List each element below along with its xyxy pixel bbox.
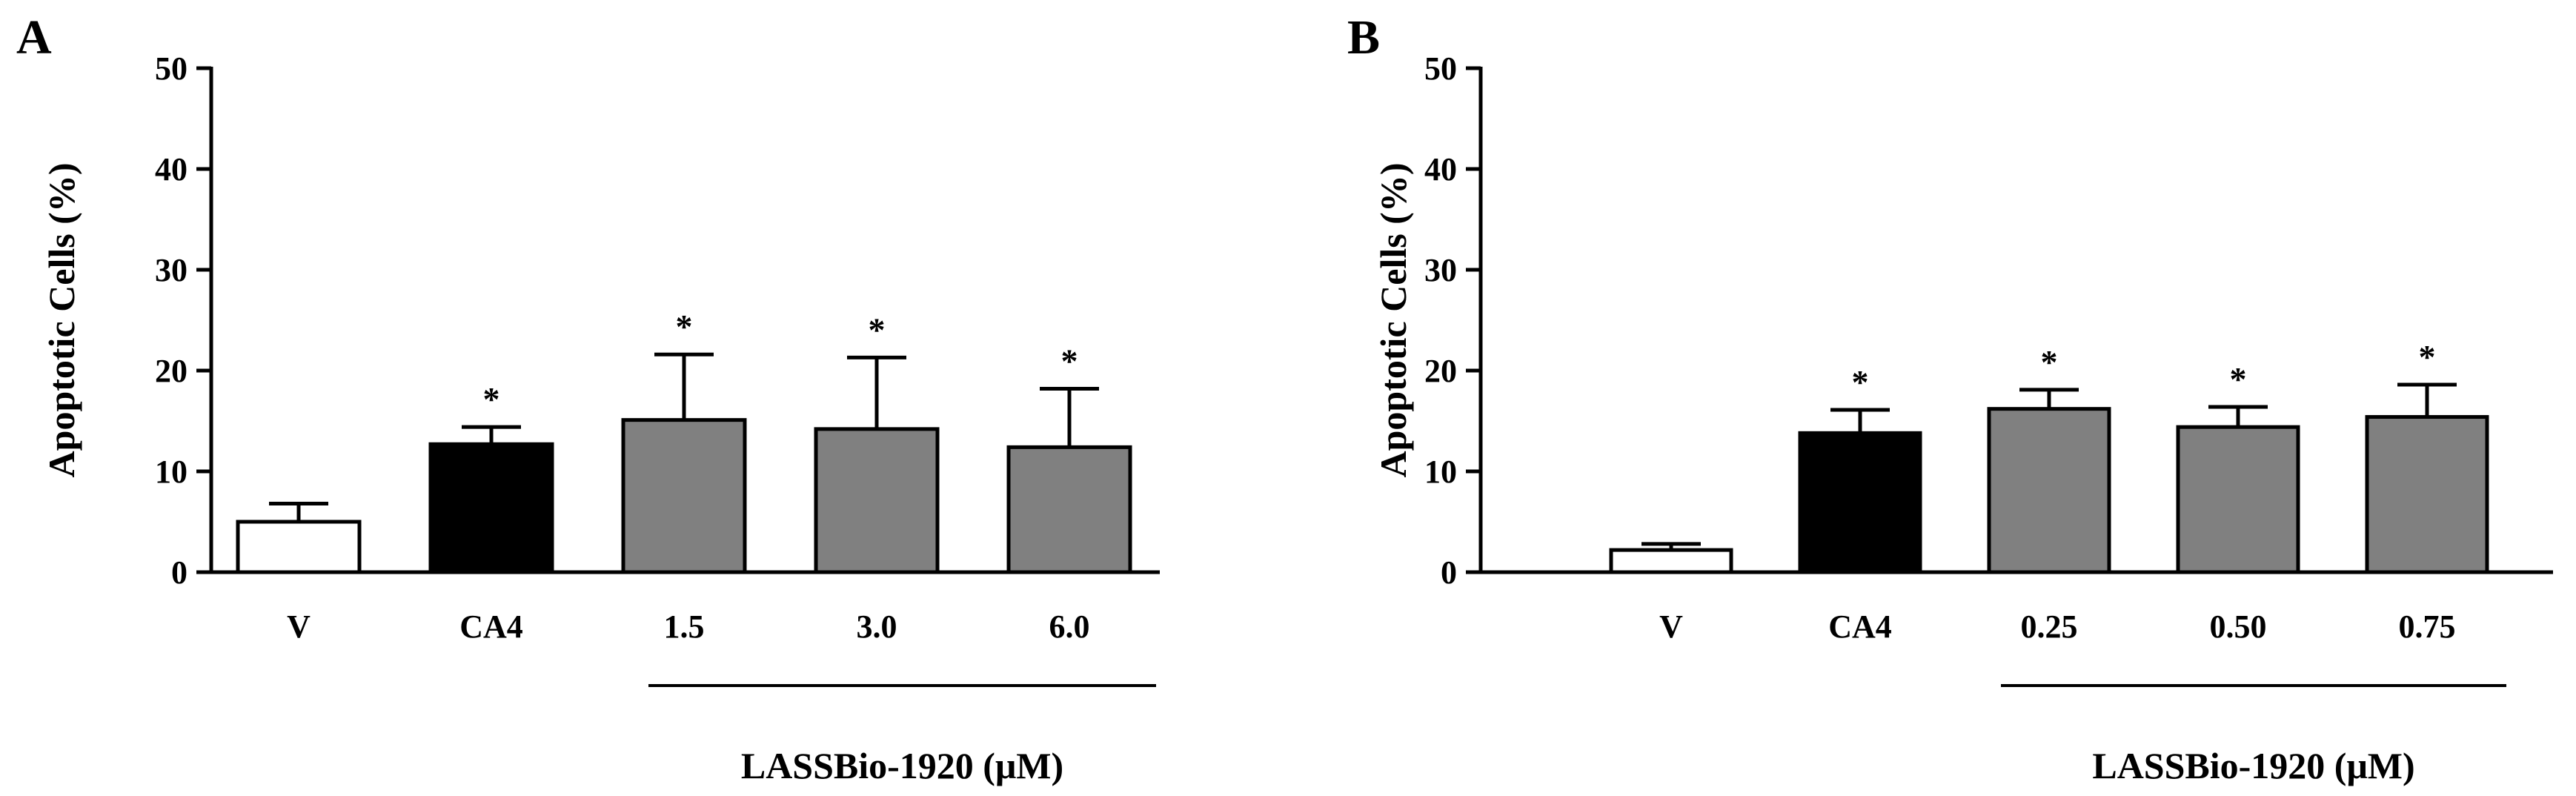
x-tick-label: CA4 — [459, 608, 523, 645]
significance-marker: * — [2041, 343, 2058, 381]
y-axis-label: Apoptotic Cells (%) — [41, 163, 82, 478]
significance-marker: * — [2230, 360, 2247, 398]
bar — [1987, 407, 2111, 574]
panel-letter: A — [16, 10, 52, 64]
y-tick-label: 20 — [155, 353, 187, 389]
panel-b: B 0 10 20 30 40 50 Apoptotic Cells (%) V * CA4 * 0.2… — [1347, 10, 2553, 786]
x-tick-label: 0.50 — [2210, 608, 2267, 645]
bar — [1609, 548, 1733, 574]
bar — [814, 427, 940, 574]
y-tick-label: 10 — [1424, 454, 1457, 490]
y-tick-label: 30 — [1424, 252, 1457, 288]
significance-marker: * — [676, 308, 693, 345]
y-tick-label: 10 — [155, 454, 187, 490]
bar — [2365, 415, 2489, 574]
group-label: LASSBio-1920 (μM) — [2092, 745, 2414, 786]
panel-a: A 0 10 20 30 40 50 Apoptotic Cells (%) V * CA4 * 1.5… — [16, 10, 1160, 786]
significance-marker: * — [2419, 338, 2436, 376]
bar — [428, 442, 554, 574]
x-tick-label: 0.75 — [2399, 608, 2456, 645]
y-tick-label: 40 — [1424, 151, 1457, 188]
y-axis-label: Apoptotic Cells (%) — [1372, 163, 1414, 478]
panel-letter: B — [1347, 10, 1380, 64]
bar — [236, 520, 362, 574]
x-tick-label: 1.5 — [664, 608, 705, 645]
y-tick-label: 30 — [155, 252, 187, 288]
significance-marker: * — [1852, 363, 1869, 401]
x-tick-label: V — [287, 608, 311, 645]
bar — [1798, 431, 1922, 574]
bar — [1006, 445, 1132, 574]
y-tick-label: 20 — [1424, 353, 1457, 389]
y-tick-label: 50 — [1424, 50, 1457, 87]
group-label: LASSBio-1920 (μM) — [741, 745, 1063, 786]
x-tick-label: CA4 — [1828, 608, 1892, 645]
bar — [621, 418, 747, 574]
y-tick-label: 0 — [1441, 554, 1457, 591]
x-tick-label: 6.0 — [1049, 608, 1090, 645]
x-tick-label: 3.0 — [857, 608, 897, 645]
bar — [2176, 425, 2300, 574]
x-tick-label: V — [1659, 608, 1683, 645]
y-tick-label: 40 — [155, 151, 187, 188]
x-tick-label: 0.25 — [2021, 608, 2078, 645]
y-tick-label: 50 — [155, 50, 187, 87]
significance-marker: * — [869, 311, 886, 348]
significance-marker: * — [483, 380, 500, 418]
y-tick-label: 0 — [171, 554, 187, 591]
significance-marker: * — [1061, 342, 1078, 379]
